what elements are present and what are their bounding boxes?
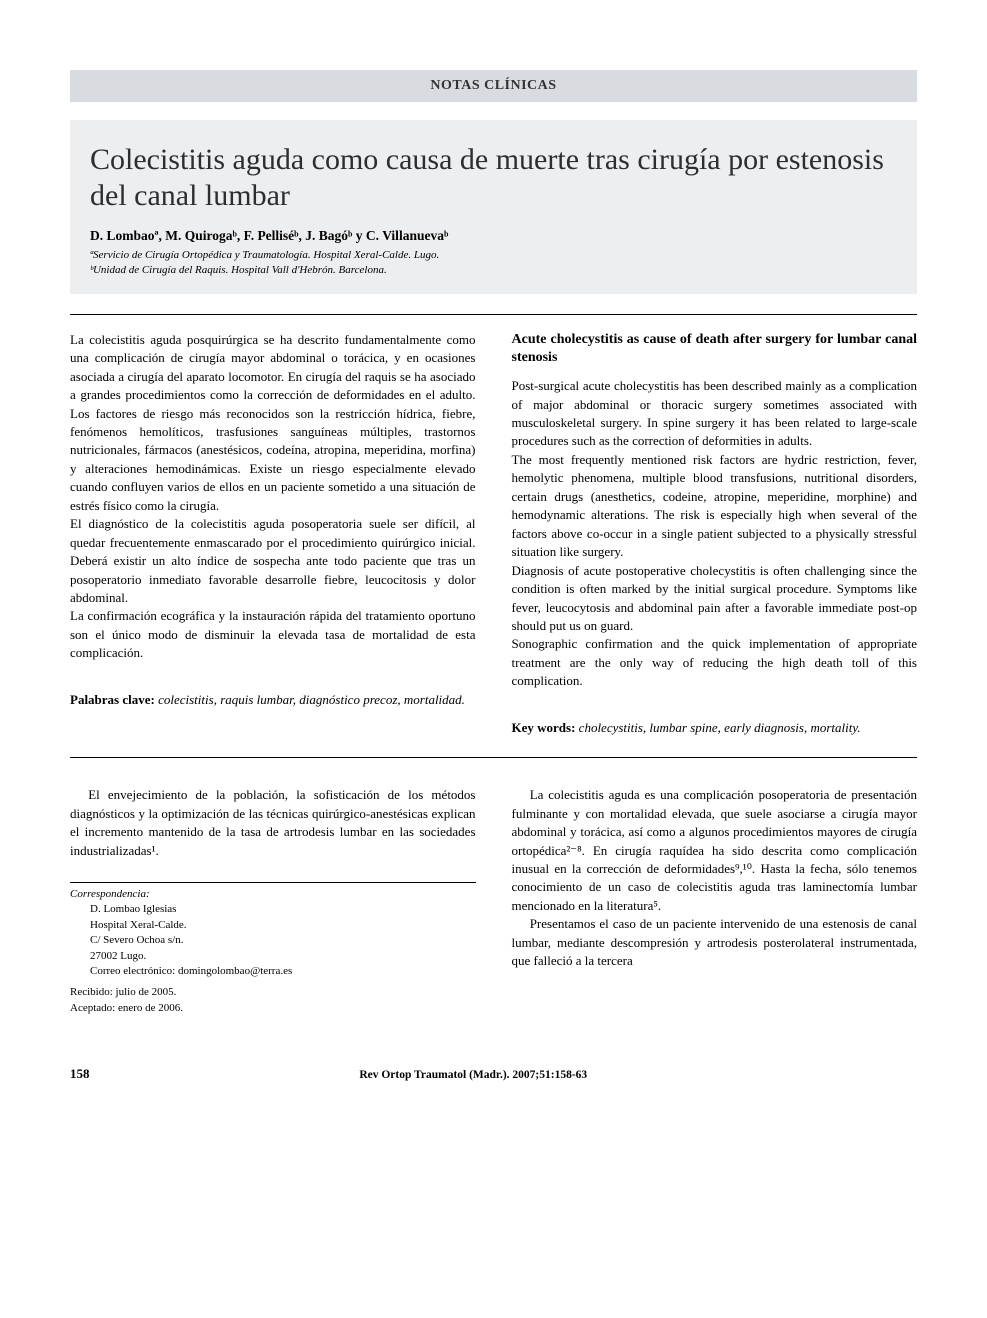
abstract-en-p2: The most frequently mentioned risk facto… — [512, 451, 918, 562]
accepted-date: Aceptado: enero de 2006. — [70, 1001, 476, 1016]
corr-line-4: 27002 Lugo. — [90, 949, 476, 964]
authors-line: D. Lombaoª, M. Quirogaᵇ, F. Pelliséᵇ, J.… — [90, 228, 897, 244]
correspondence-body: D. Lombao Iglesias Hospital Xeral-Calde.… — [70, 902, 476, 979]
abstract-english: Acute cholecystitis as cause of death af… — [512, 331, 918, 738]
divider-bottom — [70, 757, 917, 758]
keywords-es-label: Palabras clave: — [70, 692, 155, 707]
abstract-es-p1: La colecistitis aguda posquirúrgica se h… — [70, 331, 476, 516]
abstract-es-p3: La confirmación ecográfica y la instaura… — [70, 607, 476, 662]
abstract-en-p3: Diagnosis of acute postoperative cholecy… — [512, 562, 918, 636]
corr-line-3: C/ Severo Ochoa s/n. — [90, 933, 476, 948]
received-block: Recibido: julio de 2005. Aceptado: enero… — [70, 985, 476, 1016]
correspondence-label: Correspondencia: — [70, 887, 476, 902]
keywords-en-values: cholecystitis, lumbar spine, early diagn… — [579, 720, 861, 735]
body-right-p1: La colecistitis aguda es una complicació… — [512, 786, 918, 915]
abstract-en-title: Acute cholecystitis as cause of death af… — [512, 331, 918, 367]
corr-line-1: D. Lombao Iglesias — [90, 902, 476, 917]
section-header: NOTAS CLÍNICAS — [70, 70, 917, 102]
page-footer: 158 Rev Ortop Traumatol (Madr.). 2007;51… — [70, 1066, 917, 1082]
keywords-es-values: colecistitis, raquis lumbar, diagnóstico… — [158, 692, 465, 707]
body-row: El envejecimiento de la población, la so… — [70, 786, 917, 1016]
abstract-es-p2: El diagnóstico de la colecistitis aguda … — [70, 515, 476, 607]
article-title: Colecistitis aguda como causa de muerte … — [90, 142, 897, 214]
title-block: Colecistitis aguda como causa de muerte … — [70, 120, 917, 294]
abstract-spanish: La colecistitis aguda posquirúrgica se h… — [70, 331, 476, 738]
affiliation-1: ªServicio de Cirugía Ortopédica y Trauma… — [90, 248, 897, 263]
body-left-p1: El envejecimiento de la población, la so… — [70, 786, 476, 860]
body-left-column: El envejecimiento de la población, la so… — [70, 786, 476, 1016]
keywords-en: Key words: cholecystitis, lumbar spine, … — [512, 719, 918, 737]
correspondence-block: Correspondencia: D. Lombao Iglesias Hosp… — [70, 882, 476, 1016]
corr-line-2: Hospital Xeral-Calde. — [90, 918, 476, 933]
received-date: Recibido: julio de 2005. — [70, 985, 476, 1000]
divider-top — [70, 314, 917, 315]
abstract-row: La colecistitis aguda posquirúrgica se h… — [70, 331, 917, 738]
body-right-p2: Presentamos el caso de un paciente inter… — [512, 915, 918, 970]
page-container: NOTAS CLÍNICAS Colecistitis aguda como c… — [0, 0, 987, 1122]
keywords-en-label: Key words: — [512, 720, 576, 735]
abstract-en-p4: Sonographic confirmation and the quick i… — [512, 635, 918, 690]
keywords-es: Palabras clave: colecistitis, raquis lum… — [70, 691, 476, 709]
corr-line-5: Correo electrónico: domingolombao@terra.… — [90, 964, 476, 979]
body-right-column: La colecistitis aguda es una complicació… — [512, 786, 918, 1016]
journal-reference: Rev Ortop Traumatol (Madr.). 2007;51:158… — [359, 1069, 587, 1081]
abstract-en-p1: Post-surgical acute cholecystitis has be… — [512, 377, 918, 451]
page-number: 158 — [70, 1066, 90, 1082]
affiliation-2: ᵇUnidad de Cirugía del Raquis. Hospital … — [90, 263, 897, 278]
